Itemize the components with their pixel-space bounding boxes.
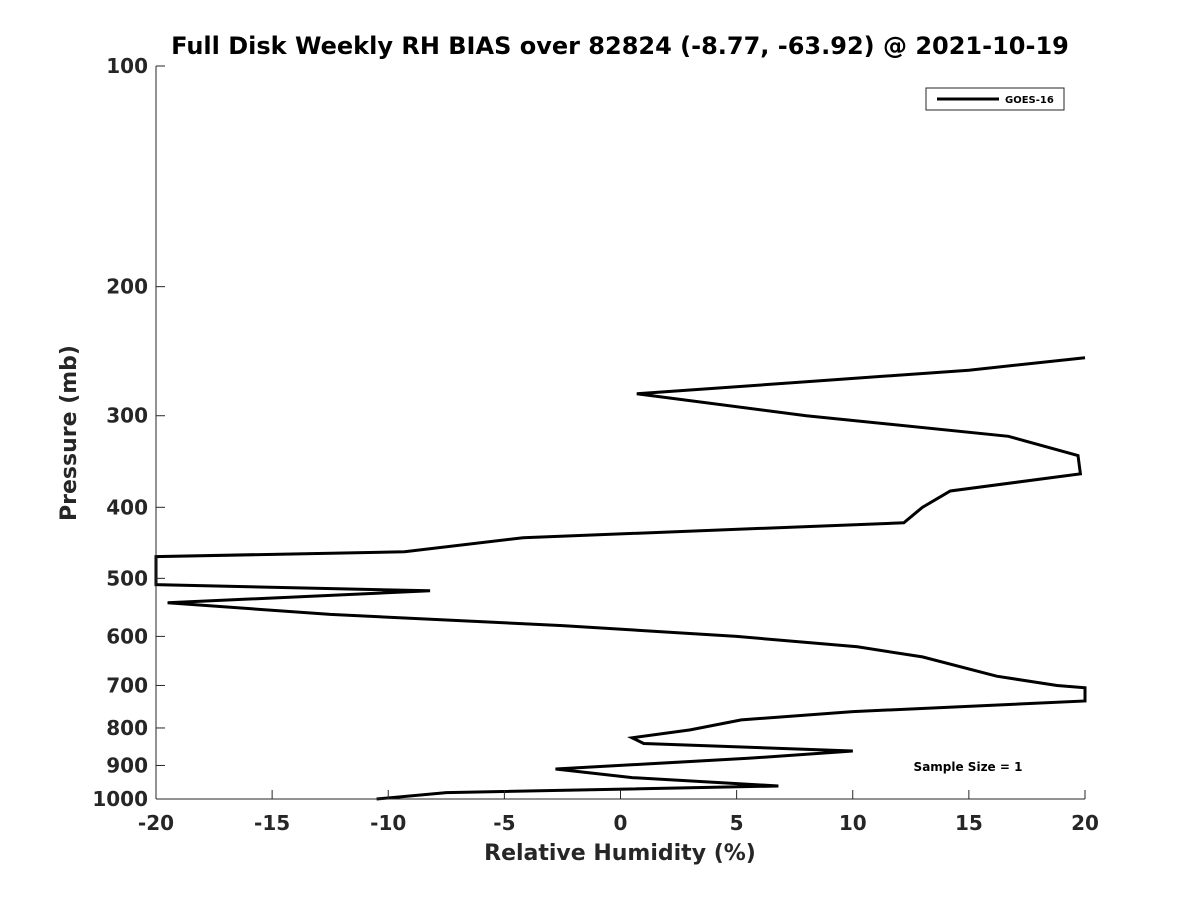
x-tick-label: -5 [493,811,515,835]
y-axis-label: Pressure (mb) [57,345,82,521]
x-axis-ticks: -20 -15 -10 -5 0 5 10 15 20 [138,790,1099,835]
legend: GOES-16 [925,87,1065,111]
sample-size-annotation: Sample Size = 1 [914,760,1023,774]
x-tick-label: -10 [370,811,406,835]
y-tick-label: 700 [106,673,148,697]
y-tick-label: 600 [106,624,148,648]
chart-title: Full Disk Weekly RH BIAS over 82824 (-8.… [171,32,1069,60]
x-tick-label: 15 [955,811,983,835]
x-tick-label: 5 [730,811,744,835]
y-tick-label: 500 [106,566,148,590]
plot-background [156,66,1085,799]
series-line-goes16 [154,356,1087,801]
y-tick-label: 300 [106,404,148,428]
x-tick-label: -20 [138,811,174,835]
y-tick-label: 800 [106,716,148,740]
x-tick-label: 10 [839,811,867,835]
legend-entry-goes16: GOES-16 [1005,95,1054,106]
x-tick-label: 0 [614,811,628,835]
y-tick-label: 1000 [92,787,148,811]
y-axis-ticks: 100 200 300 400 500 600 700 800 900 1000 [92,54,165,811]
x-tick-label: -15 [254,811,290,835]
y-tick-label: 200 [106,275,148,299]
y-tick-label: 400 [106,495,148,519]
y-tick-label: 900 [106,753,148,777]
x-tick-label: 20 [1071,811,1099,835]
y-tick-label: 100 [106,54,148,78]
x-axis-label: Relative Humidity (%) [484,841,756,866]
plot-area: -20 -15 -10 -5 0 5 10 15 20 100 200 300 400 500 600 70… [92,54,1099,835]
series-layer [154,356,1087,801]
